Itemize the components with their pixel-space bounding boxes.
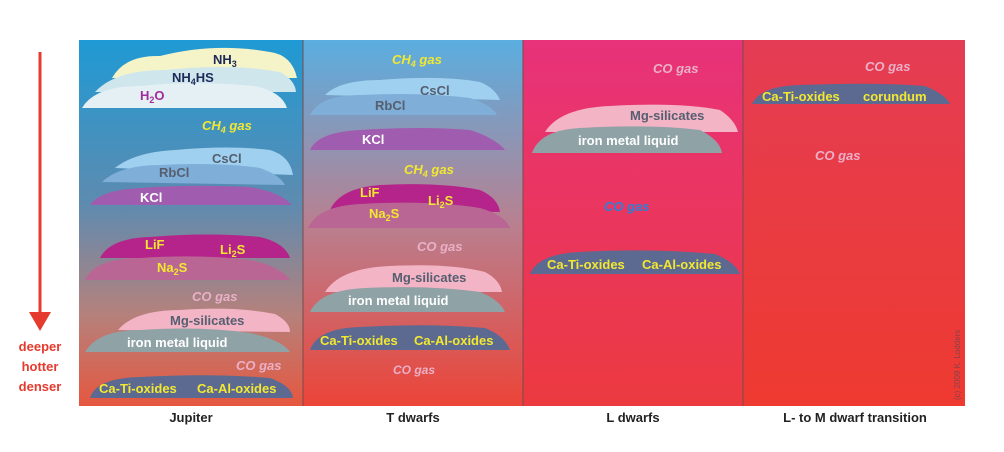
- label-h2o: H2O: [140, 88, 165, 105]
- column-label-t-dwarfs: T dwarfs: [386, 410, 439, 425]
- label-co-jupiter-1: CO gas: [192, 289, 238, 304]
- l-dwarfs-clouds: [530, 104, 740, 274]
- label-ch4-jupiter: CH4 gas: [202, 118, 252, 135]
- label-mgsil-l: Mg-silicates: [630, 108, 704, 123]
- label-corundum-lm: corundum: [863, 89, 927, 104]
- label-catio-lm: Ca-Ti-oxides: [762, 89, 840, 104]
- cloud-mgsil-t: [325, 265, 502, 292]
- cloud-lif-jupiter: [100, 234, 290, 258]
- label-ch4-t-1: CH4 gas: [392, 52, 442, 69]
- label-nh3: NH3: [213, 52, 237, 69]
- column-label-lm-transition: L- to M dwarf transition: [783, 410, 927, 425]
- label-catio-t: Ca-Ti-oxides: [320, 333, 398, 348]
- cloud-rbcl-t: [310, 94, 497, 115]
- cloud-kcl-t: [310, 128, 505, 150]
- cloud-iron-t: [310, 287, 505, 312]
- column-label-l-dwarfs: L dwarfs: [606, 410, 659, 425]
- cloud-kcl-jupiter: [90, 185, 292, 205]
- label-caalo-jupiter: Ca-Al-oxides: [197, 381, 276, 396]
- label-caalo-t: Ca-Al-oxides: [414, 333, 493, 348]
- label-co-jupiter-2: CO gas: [236, 358, 282, 373]
- label-kcl-jupiter: KCl: [140, 190, 162, 205]
- cloud-mgsil-l: [545, 104, 738, 132]
- cloud-iron-jupiter: [85, 328, 290, 352]
- label-nh4hs: NH4HS: [172, 70, 214, 87]
- cloud-h2o: [82, 83, 287, 108]
- cloud-oxides-lm: [752, 83, 950, 104]
- label-rbcl-jupiter: RbCl: [159, 165, 189, 180]
- label-cscl-t: CsCl: [420, 83, 450, 98]
- lm-transition-clouds: [752, 83, 950, 104]
- label-co-lm-2: CO gas: [815, 148, 861, 163]
- label-co-t-2: CO gas: [393, 363, 435, 377]
- cloud-iron-l: [532, 126, 722, 153]
- cloud-oxides-t: [310, 325, 510, 350]
- label-kcl-t: KCl: [362, 132, 384, 147]
- cloud-rbcl-jupiter: [102, 164, 285, 185]
- column-label-jupiter: Jupiter: [169, 410, 212, 425]
- depth-label-deeper: deeper: [19, 339, 62, 354]
- label-cscl-jupiter: CsCl: [212, 151, 242, 166]
- jupiter-clouds: [82, 47, 297, 398]
- cloud-cscl-t: [325, 77, 500, 100]
- label-co-l-1: CO gas: [653, 61, 699, 76]
- t-dwarfs-clouds: [308, 77, 510, 350]
- label-lif-t: LiF: [360, 185, 380, 200]
- cloud-na2s-jupiter: [85, 256, 290, 280]
- cloud-oxides-l: [530, 250, 740, 274]
- label-ch4-t-2: CH4 gas: [404, 162, 454, 179]
- label-iron-l: iron metal liquid: [578, 133, 678, 148]
- column-bg-l-dwarfs: [523, 40, 743, 406]
- label-lif-jupiter: LiF: [145, 237, 165, 252]
- label-catio-l: Ca-Ti-oxides: [547, 257, 625, 272]
- arrow-down-icon: [29, 52, 51, 331]
- column-dividers: [302, 40, 744, 406]
- label-co-lm-1: CO gas: [865, 59, 911, 74]
- label-na2s-jupiter: Na2S: [157, 260, 188, 277]
- label-iron-t: iron metal liquid: [348, 293, 448, 308]
- label-iron-jupiter: iron metal liquid: [127, 335, 227, 350]
- label-mgsil-jupiter: Mg-silicates: [170, 313, 244, 328]
- label-li2s-t: Li2S: [428, 193, 454, 210]
- label-catio-jupiter: Ca-Ti-oxides: [99, 381, 177, 396]
- label-co-t-1: CO gas: [417, 239, 463, 254]
- cloud-mgsil-jupiter: [118, 308, 290, 332]
- depth-label-denser: denser: [19, 379, 62, 394]
- label-rbcl-t: RbCl: [375, 98, 405, 113]
- cloud-oxides-jupiter: [90, 375, 293, 398]
- label-li2s-jupiter: Li2S: [220, 242, 246, 259]
- label-na2s-t: Na2S: [369, 206, 400, 223]
- label-caalo-l: Ca-Al-oxides: [642, 257, 721, 272]
- label-co-l-2: CO gas: [604, 199, 650, 214]
- cloud-na2s-t: [308, 202, 510, 228]
- label-mgsil-t: Mg-silicates: [392, 270, 466, 285]
- copyright-credit: (c) 2009 K. Lodders: [953, 330, 962, 400]
- depth-label-hotter: hotter: [22, 359, 59, 374]
